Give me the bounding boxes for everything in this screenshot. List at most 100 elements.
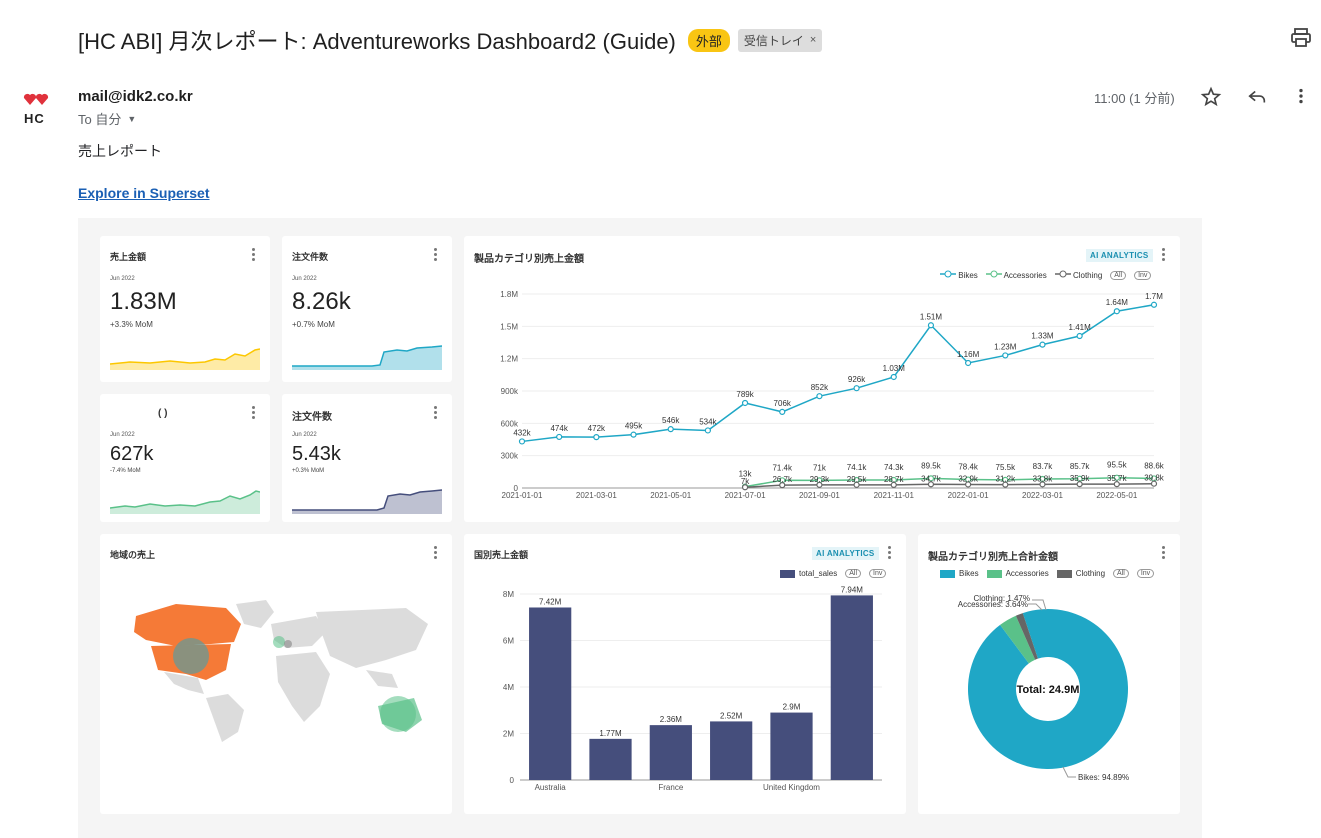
legend-item-bikes[interactable]: Bikes [940,569,979,578]
ai-analytics-badge[interactable]: AI ANALYTICS [1086,249,1153,262]
legend-select-all[interactable]: All [1113,569,1129,578]
kebab-menu-icon[interactable] [252,248,256,262]
legend-invert[interactable]: Inv [1134,270,1152,280]
legend-invert[interactable]: Inv [1136,569,1155,578]
series-line-accessories [744,476,1155,488]
bubble-europe-2 [284,640,292,648]
legend-select-all[interactable]: All [1110,270,1127,280]
data-point [779,408,786,416]
data-label: 26.7k [772,475,793,484]
kpi-sparkline [110,490,260,514]
pie-chart: Total: 24.9M Bikes: 94.89% Accessories: 3.… [958,594,1129,782]
y-tick-label: 2M [503,730,514,739]
data-point [890,373,897,381]
email-body-text: 売上レポート [78,143,162,159]
bar-france [649,725,692,780]
data-label: 74.3k [884,463,905,472]
data-point [518,438,526,445]
legend-select-all[interactable]: All [845,569,862,578]
inbox-label-text: 受信トレイ [743,33,804,48]
chevron-down-icon[interactable]: ▼ [127,113,137,124]
kpi-card-orders: 注文件数 Jun 2022 8.26k +0.7% MoM [282,236,452,382]
data-label: 31.2k [996,475,1017,484]
europe [271,616,326,648]
data-label: 13k [739,470,753,479]
data-label: 1.33M [1031,332,1054,341]
data-point [779,482,786,489]
y-tick-label: 1.8M [500,290,518,299]
slice-clothing [1015,613,1038,660]
legend-item-total-sales[interactable]: total_sales [780,569,837,578]
data-point [853,481,860,488]
data-label: 474k [550,424,568,433]
x-tick-label: 2021-05-01 [650,491,691,500]
recipient-line[interactable]: To 自分 ▼ [78,109,136,128]
kpi-value: 5.43k [292,443,341,465]
data-label: 534k [699,417,717,426]
bar-label: 7.94M [841,585,864,594]
legend-item-clothing[interactable]: Clothing [1054,270,1102,280]
x-tick-label: 2022-05-01 [1096,491,1137,500]
chart-title: 製品カテゴリ別売上合計金額 [928,552,1058,563]
y-tick-label: 6M [503,637,514,646]
reply-icon[interactable] [1246,86,1268,108]
x-tick-label: 2022-01-01 [948,491,989,500]
kebab-menu-icon[interactable] [888,546,892,560]
data-label: 88.6k [1144,461,1165,470]
kebab-menu-icon[interactable] [434,406,438,420]
legend-item-bikes[interactable]: Bikes [940,270,978,280]
kpi-title: ( ) [158,408,168,419]
y-tick-label: 4M [503,683,514,692]
bubble-australia [380,696,416,732]
world-map [134,600,428,742]
legend-invert[interactable]: Inv [869,569,887,578]
kebab-menu-icon[interactable] [1162,248,1166,262]
kebab-menu-icon[interactable] [434,248,438,262]
heart-logo-icon [23,93,49,105]
data-point [965,359,972,367]
legend-item-clothing[interactable]: Clothing [1056,569,1105,578]
kebab-menu-icon[interactable] [434,546,438,560]
data-point [816,481,823,488]
ai-analytics-badge[interactable]: AI ANALYTICS [812,547,879,560]
kebab-menu-icon[interactable] [1162,546,1166,560]
kpi-title: 注文件数 [292,412,332,423]
data-label: 495k [625,422,643,431]
data-label: 34.7k [921,474,942,483]
data-point [1113,308,1120,315]
data-label: 1.64M [1106,298,1129,307]
data-point [1002,481,1009,488]
data-point [1113,481,1120,488]
data-point [816,393,823,400]
legend-item-accessories[interactable]: Accessories [986,569,1049,578]
data-label: 89.5k [921,461,942,470]
map-card: 地域の売上 [100,534,452,814]
data-point [556,433,563,441]
print-icon[interactable] [1290,28,1312,48]
star-icon[interactable] [1200,86,1222,108]
south-america [206,694,244,742]
explore-superset-link[interactable]: Explore in Superset [78,185,210,201]
data-label: 1.03M [883,364,906,373]
x-tick-label: United Kingdom [763,783,820,792]
bar-germany [710,721,753,780]
kpi-sparkline [110,348,260,370]
kpi-date: Jun 2022 [110,432,135,438]
bubble-europe [273,636,285,648]
legend-item-accessories[interactable]: Accessories [985,270,1047,280]
data-label: 83.7k [1033,462,1054,471]
data-point [667,426,674,433]
more-options-icon[interactable] [1290,86,1312,108]
kpi-change: +0.7% MoM [292,320,335,329]
kpi-value: 627k [110,443,154,465]
southeast-asia [366,670,398,688]
x-tick-label: 2021-11-01 [874,491,915,500]
kebab-menu-icon[interactable] [252,406,256,420]
dashboard-image: 売上金額 Jun 2022 1.83M +3.3% MoM 注文件数 Jun 2… [78,218,1202,838]
bar-chart-card: 国別売上金額 AI ANALYTICS total_sales All Inv … [464,534,906,814]
data-label: 472k [588,424,606,433]
recipient-label: To 自分 [78,112,122,127]
remove-label-button[interactable]: × [809,34,817,46]
slice-bikes [968,609,1128,769]
data-label: 546k [662,416,680,425]
